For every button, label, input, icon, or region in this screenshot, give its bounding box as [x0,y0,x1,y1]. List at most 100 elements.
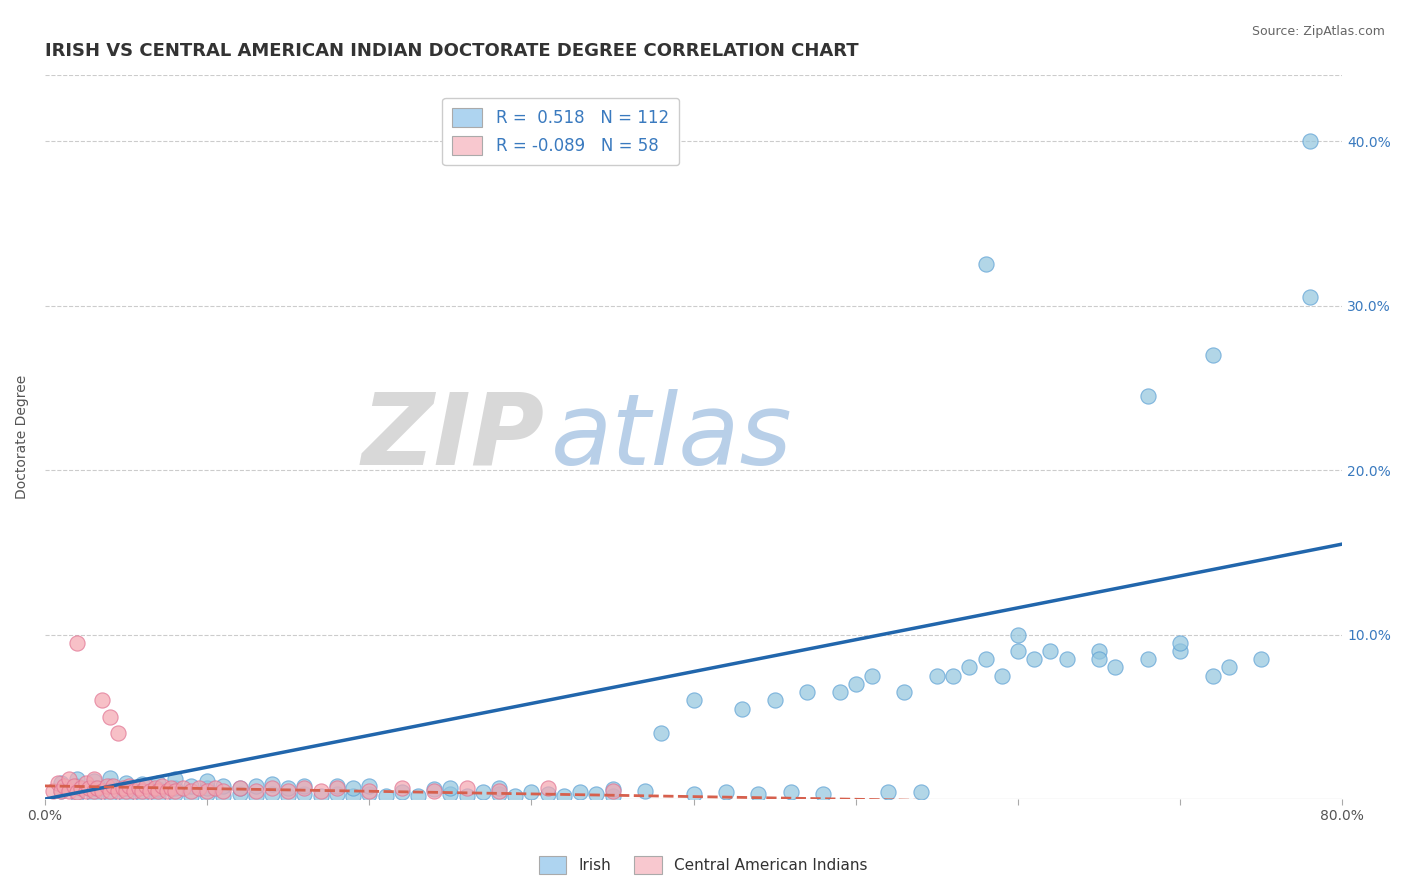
Point [1136,389,1159,403]
Point [763,693,786,707]
Point [439,780,461,795]
Point [1007,627,1029,641]
Point [212,784,235,798]
Point [309,789,332,803]
Point [1250,652,1272,666]
Point [893,685,915,699]
Point [277,784,299,798]
Point [228,780,250,795]
Point [391,780,413,795]
Point [942,668,965,682]
Point [602,784,624,798]
Point [188,780,211,795]
Text: ZIP: ZIP [361,389,544,485]
Point [107,726,129,740]
Point [714,785,737,799]
Point [228,787,250,801]
Point [83,780,105,795]
Point [139,784,162,798]
Point [245,784,267,798]
Point [163,787,186,801]
Point [115,789,138,803]
Point [1218,660,1240,674]
Legend: Irish, Central American Indians: Irish, Central American Indians [533,850,873,880]
Point [195,784,218,798]
Point [553,789,575,803]
Point [53,779,76,793]
Y-axis label: Doctorate Degree: Doctorate Degree [15,375,30,500]
Text: atlas: atlas [551,389,793,485]
Point [1201,668,1223,682]
Point [75,775,97,789]
Point [471,785,494,799]
Point [1024,652,1046,666]
Point [1039,644,1062,658]
Point [122,784,145,798]
Point [682,693,704,707]
Point [456,789,478,803]
Point [77,780,100,795]
Point [90,693,112,707]
Point [634,784,657,798]
Point [83,784,105,798]
Legend: R =  0.518   N = 112, R = -0.089   N = 58: R = 0.518 N = 112, R = -0.089 N = 58 [443,98,679,165]
Point [910,785,932,799]
Point [1299,290,1322,304]
Point [86,780,108,795]
Point [98,710,121,724]
Point [212,779,235,793]
Point [877,785,900,799]
Point [180,789,202,803]
Point [111,780,134,795]
Point [374,789,396,803]
Point [128,780,150,795]
Point [1201,348,1223,362]
Point [51,784,73,798]
Point [845,677,868,691]
Point [148,782,170,797]
Point [326,779,349,793]
Point [1299,134,1322,148]
Point [682,787,704,801]
Point [359,787,381,801]
Point [974,257,997,271]
Point [66,779,89,793]
Point [58,772,80,787]
Point [860,668,883,682]
Point [342,780,364,795]
Point [180,779,202,793]
Point [245,789,267,803]
Point [66,787,89,801]
Point [488,780,510,795]
Point [115,784,138,798]
Point [1168,636,1191,650]
Point [195,774,218,789]
Point [101,779,124,793]
Point [160,780,183,795]
Point [1136,652,1159,666]
Point [115,775,138,789]
Point [148,775,170,789]
Point [212,789,235,803]
Point [180,784,202,798]
Point [1088,644,1111,658]
Point [66,785,89,799]
Point [118,779,141,793]
Point [294,787,316,801]
Point [98,784,121,798]
Point [66,772,89,787]
Point [204,780,226,795]
Point [277,780,299,795]
Point [98,771,121,785]
Point [957,660,980,674]
Point [58,784,80,798]
Point [602,789,624,803]
Point [228,780,250,795]
Point [359,784,381,798]
Point [602,782,624,797]
Point [98,787,121,801]
Point [456,780,478,795]
Point [974,652,997,666]
Point [359,779,381,793]
Point [1088,652,1111,666]
